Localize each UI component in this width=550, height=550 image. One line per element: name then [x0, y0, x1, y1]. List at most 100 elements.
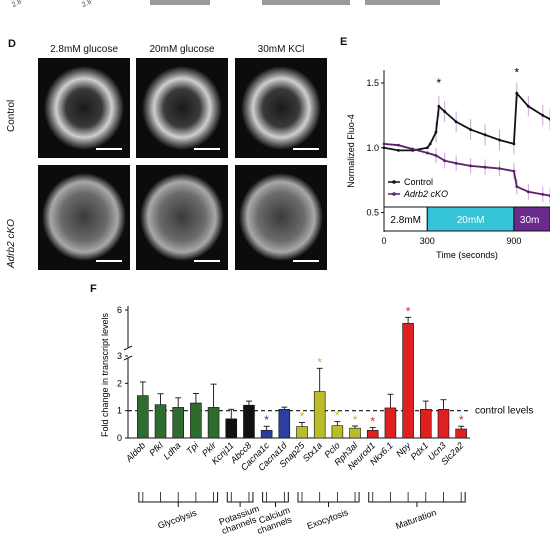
significance-marker: * [406, 304, 411, 318]
data-point [541, 113, 545, 117]
panel-label-e: E [340, 36, 348, 48]
data-point [469, 164, 473, 168]
bar-stx1a [313, 391, 326, 439]
x-tick-label: 0 [381, 236, 386, 246]
category-label: Aldob [123, 440, 147, 464]
data-point [397, 143, 400, 147]
significance-marker: * [300, 409, 305, 423]
bar-pclo [331, 425, 344, 439]
data-point [425, 151, 429, 155]
data-point [411, 147, 415, 151]
data-point [483, 133, 487, 137]
bar-slc2a2 [455, 428, 467, 439]
top-strip-image [150, 0, 210, 5]
data-point [526, 104, 530, 108]
y-tick-label: 6 [117, 305, 122, 315]
y-tick-label: 0.5 [366, 208, 379, 218]
micrograph-control-20mM [136, 58, 228, 158]
y-tick-label: 2 [117, 378, 122, 388]
data-point [425, 146, 429, 150]
bar-ucn3 [437, 409, 450, 439]
micrograph-control-2.8mM [38, 58, 130, 158]
data-point [498, 138, 501, 142]
group-label: Exocytosis [306, 507, 350, 531]
data-point [454, 120, 458, 124]
data-point [541, 193, 545, 196]
significance-marker: * [317, 355, 322, 369]
data-point [469, 128, 473, 132]
data-point [515, 185, 519, 189]
scale-bar [194, 148, 220, 150]
data-point [434, 130, 438, 134]
category-label: Tpi [184, 440, 201, 457]
significance-marker: * [370, 415, 375, 429]
significance-marker: * [459, 413, 464, 427]
stim-label: 20mM [457, 215, 485, 226]
y-tick-label: 3 [117, 351, 122, 361]
top-strip-image [365, 0, 440, 5]
bar-neurod1 [366, 430, 379, 439]
bar-abcc8 [243, 404, 255, 439]
stim-label: 30m [520, 215, 539, 226]
bar-kcnj11 [225, 418, 238, 439]
micrograph-cko-20mM [136, 165, 228, 270]
data-point [443, 159, 447, 163]
scale-bar [96, 260, 122, 262]
bar-cacna1d [278, 409, 291, 439]
data-point [382, 142, 386, 146]
top-strip-label: 2.8 [80, 0, 93, 9]
data-point [397, 148, 400, 152]
scale-bar [293, 260, 319, 262]
series-line-cko [383, 143, 550, 197]
legend-label-cko: Adrb2 cKO [403, 189, 448, 199]
legend-marker [392, 192, 396, 196]
row-label-cko: Adrb2 cKO [6, 219, 17, 268]
y-axis-label: Fold change in transcript levels [100, 312, 110, 437]
scale-bar [96, 148, 122, 150]
group-label: Maturation [394, 507, 437, 531]
micrograph-cko-2.8mM [38, 165, 130, 270]
bar-aldob [137, 395, 149, 439]
stim-bar-30mM [513, 206, 550, 232]
x-tick-label: 300 [420, 236, 435, 246]
control-level-label: control levels [475, 406, 533, 417]
group-label: Glycolysis [156, 507, 198, 530]
bar-cacna1c [260, 430, 273, 439]
axis-break [123, 345, 133, 351]
column-header: 30mM KCl [257, 44, 305, 55]
group-bracket [368, 492, 466, 503]
bar-npy [402, 323, 414, 439]
y-tick-label: 1.5 [366, 78, 379, 88]
significance-marker: * [437, 76, 442, 90]
panel-label-f: F [90, 283, 97, 295]
y-tick-label: 1 [117, 406, 122, 416]
data-point [434, 154, 438, 157]
scale-bar [293, 148, 319, 150]
legend-label-control: Control [404, 177, 433, 187]
column-header: 20mM glucose [149, 44, 215, 55]
row-label-control: Control [6, 99, 17, 132]
micrograph-control-KCl [235, 58, 327, 158]
scale-bar [194, 260, 220, 262]
data-point [512, 142, 516, 146]
group-bracket [297, 492, 360, 503]
data-point [437, 104, 441, 108]
top-strip-label: 2.8 [10, 0, 23, 9]
significance-marker: * [514, 65, 519, 79]
data-point [483, 165, 487, 169]
bar-nkx6.1 [384, 407, 397, 439]
significance-marker: * [353, 413, 358, 427]
panel-label-d: D [8, 38, 16, 50]
significance-marker: * [264, 413, 269, 427]
bar-snap25 [296, 426, 308, 439]
transcript-bar-chart: 0 1 2 3 6 Fold change in transcript levels con… [100, 304, 533, 536]
significance-marker: * [335, 409, 340, 423]
bar-tpi [190, 402, 202, 439]
y-tick-label: 0 [117, 433, 122, 443]
axis-break [123, 355, 133, 361]
category-label: Ldha [161, 440, 182, 461]
calcium-trace-chart: 0.5 1.0 1.5 Normalized Fluo-4 * * Control Adrb2… [346, 65, 550, 260]
y-axis-label: Normalized Fluo-4 [346, 114, 356, 188]
bar-ldha [172, 407, 184, 439]
x-axis-label: Time (seconds) [436, 250, 498, 260]
